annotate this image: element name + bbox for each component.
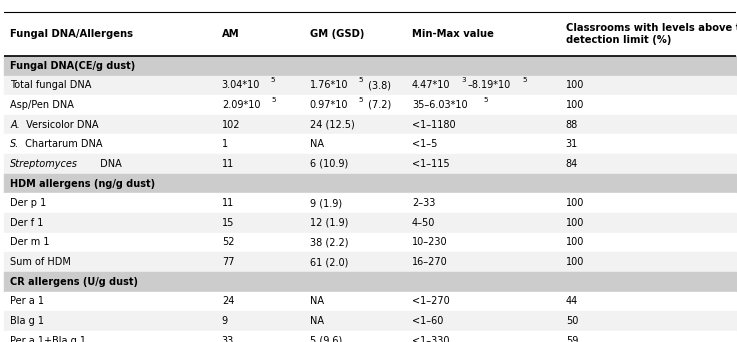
Text: 5: 5 xyxy=(271,77,276,83)
Text: 38 (2.2): 38 (2.2) xyxy=(310,237,348,248)
Text: Der p 1: Der p 1 xyxy=(10,198,46,208)
Text: <1–115: <1–115 xyxy=(412,159,450,169)
Text: 35–6.03*10: 35–6.03*10 xyxy=(412,100,468,110)
Text: Streptomyces: Streptomyces xyxy=(10,159,78,169)
Text: 15: 15 xyxy=(222,218,234,228)
Text: 3: 3 xyxy=(461,77,466,83)
Text: Fungal DNA/Allergens: Fungal DNA/Allergens xyxy=(10,29,133,39)
Text: 100: 100 xyxy=(566,218,584,228)
Text: A.: A. xyxy=(10,120,20,130)
Bar xyxy=(4,291,736,311)
Text: <1–60: <1–60 xyxy=(412,316,444,326)
Text: 5: 5 xyxy=(359,96,363,103)
Bar xyxy=(4,252,736,272)
Text: (7.2): (7.2) xyxy=(365,100,391,110)
Text: Sum of HDM: Sum of HDM xyxy=(10,257,71,267)
Text: 5: 5 xyxy=(523,77,528,83)
Text: 59: 59 xyxy=(566,336,578,342)
Text: S.: S. xyxy=(10,139,20,149)
Text: 3.04*10: 3.04*10 xyxy=(222,80,260,90)
Bar xyxy=(4,95,736,115)
Text: 1: 1 xyxy=(222,139,228,149)
Text: 9 (1.9): 9 (1.9) xyxy=(310,198,342,208)
Text: 44: 44 xyxy=(566,297,578,306)
Text: 4–50: 4–50 xyxy=(412,218,436,228)
Text: 5: 5 xyxy=(359,77,363,83)
Text: 50: 50 xyxy=(566,316,578,326)
Text: 11: 11 xyxy=(222,198,234,208)
Text: Chartarum DNA: Chartarum DNA xyxy=(22,139,102,149)
Bar xyxy=(4,331,736,342)
Text: Min-Max value: Min-Max value xyxy=(412,29,494,39)
Text: NA: NA xyxy=(310,316,324,326)
Text: 2.09*10: 2.09*10 xyxy=(222,100,260,110)
Text: 102: 102 xyxy=(222,120,240,130)
Text: 77: 77 xyxy=(222,257,234,267)
Text: 10–230: 10–230 xyxy=(412,237,447,248)
Text: 5: 5 xyxy=(271,96,276,103)
Text: NA: NA xyxy=(310,297,324,306)
Text: <1–1180: <1–1180 xyxy=(412,120,455,130)
Text: 84: 84 xyxy=(566,159,578,169)
Text: <1–330: <1–330 xyxy=(412,336,450,342)
Text: HDM allergens (ng/g dust): HDM allergens (ng/g dust) xyxy=(10,179,156,188)
Text: 100: 100 xyxy=(566,237,584,248)
Bar xyxy=(4,193,736,213)
Bar xyxy=(4,272,736,291)
Text: 9: 9 xyxy=(222,316,228,326)
Text: Asp/Pen DNA: Asp/Pen DNA xyxy=(10,100,74,110)
Text: (3.8): (3.8) xyxy=(365,80,391,90)
Text: 100: 100 xyxy=(566,100,584,110)
Text: DNA: DNA xyxy=(97,159,122,169)
Text: CR allergens (U/g dust): CR allergens (U/g dust) xyxy=(10,277,139,287)
Text: Per a 1: Per a 1 xyxy=(10,297,44,306)
Bar xyxy=(4,174,736,193)
Text: Der f 1: Der f 1 xyxy=(10,218,43,228)
Text: 5 (9.6): 5 (9.6) xyxy=(310,336,342,342)
Text: –8.19*10: –8.19*10 xyxy=(467,80,511,90)
Text: Versicolor DNA: Versicolor DNA xyxy=(23,120,99,130)
Bar xyxy=(4,311,736,331)
Text: Fungal DNA(CE/g dust): Fungal DNA(CE/g dust) xyxy=(10,61,136,71)
Text: 12 (1.9): 12 (1.9) xyxy=(310,218,348,228)
Bar xyxy=(4,213,736,233)
Text: Per a 1+Bla g 1: Per a 1+Bla g 1 xyxy=(10,336,86,342)
Text: 5: 5 xyxy=(483,96,488,103)
Text: 11: 11 xyxy=(222,159,234,169)
Text: Bla g 1: Bla g 1 xyxy=(10,316,44,326)
Text: 31: 31 xyxy=(566,139,578,149)
Text: <1–270: <1–270 xyxy=(412,297,450,306)
Bar xyxy=(4,233,736,252)
Text: 88: 88 xyxy=(566,120,578,130)
Text: 1.76*10: 1.76*10 xyxy=(310,80,348,90)
Bar xyxy=(4,134,736,154)
Text: NA: NA xyxy=(310,139,324,149)
Text: AM: AM xyxy=(222,29,240,39)
Text: 100: 100 xyxy=(566,257,584,267)
Text: 33: 33 xyxy=(222,336,234,342)
Text: Classrooms with levels above the
detection limit (%): Classrooms with levels above the detecti… xyxy=(566,23,737,45)
Text: GM (GSD): GM (GSD) xyxy=(310,29,364,39)
Text: Der m 1: Der m 1 xyxy=(10,237,50,248)
Text: 4.47*10: 4.47*10 xyxy=(412,80,450,90)
Bar xyxy=(4,56,736,76)
Bar xyxy=(4,115,736,134)
Bar xyxy=(4,12,736,56)
Bar xyxy=(4,154,736,174)
Text: 61 (2.0): 61 (2.0) xyxy=(310,257,348,267)
Text: 100: 100 xyxy=(566,80,584,90)
Bar xyxy=(4,76,736,95)
Text: 16–270: 16–270 xyxy=(412,257,448,267)
Text: 24: 24 xyxy=(222,297,234,306)
Text: <1–5: <1–5 xyxy=(412,139,438,149)
Text: Total fungal DNA: Total fungal DNA xyxy=(10,80,91,90)
Text: 2–33: 2–33 xyxy=(412,198,436,208)
Text: 24 (12.5): 24 (12.5) xyxy=(310,120,354,130)
Text: 6 (10.9): 6 (10.9) xyxy=(310,159,348,169)
Text: 0.97*10: 0.97*10 xyxy=(310,100,348,110)
Text: 100: 100 xyxy=(566,198,584,208)
Text: 52: 52 xyxy=(222,237,234,248)
